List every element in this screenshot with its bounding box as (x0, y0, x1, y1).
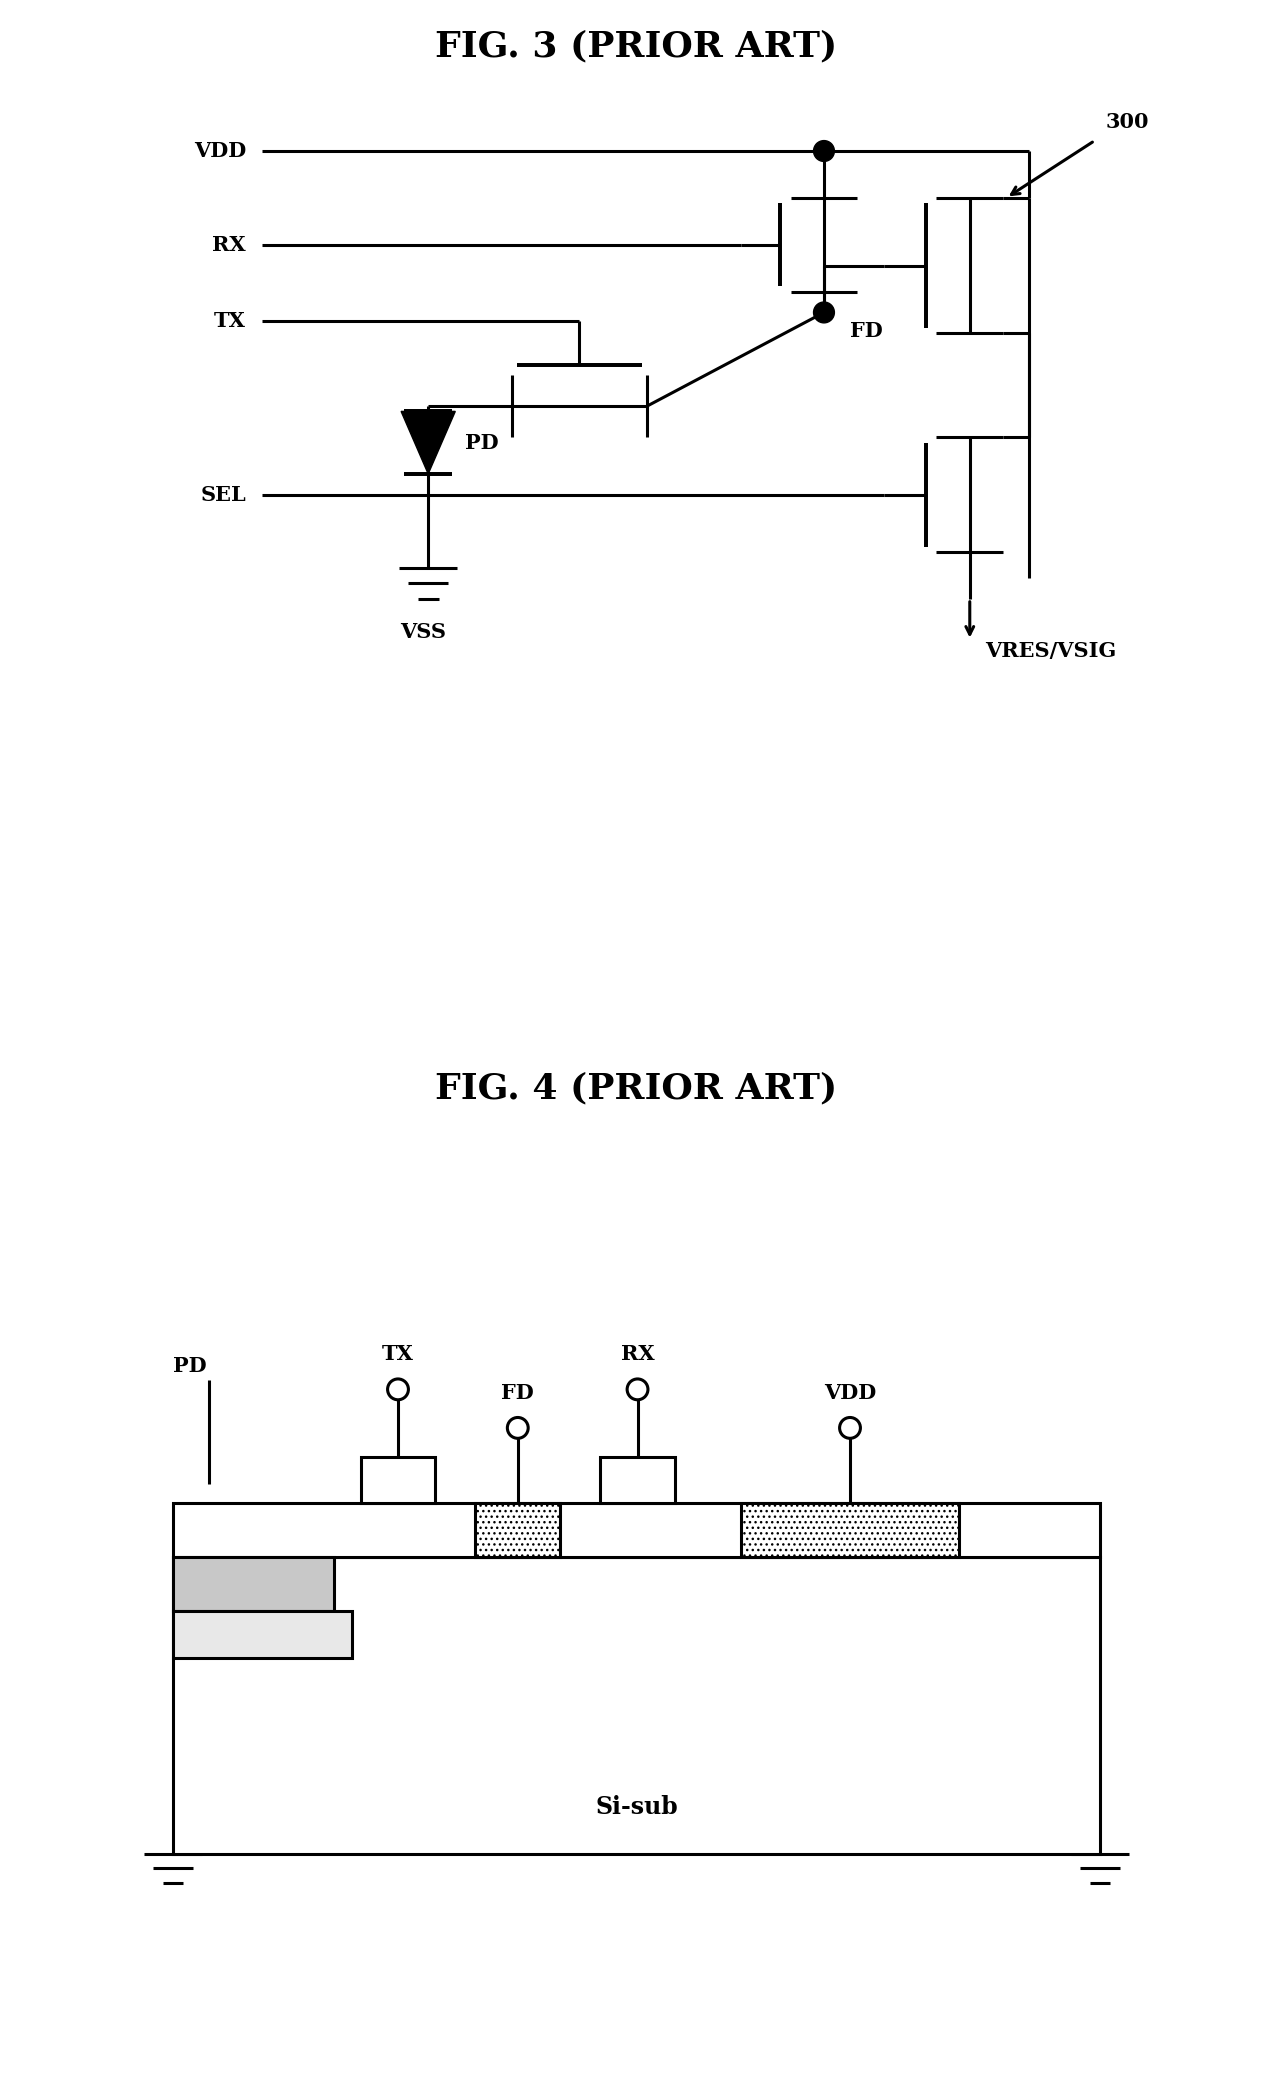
Text: VDD: VDD (824, 1383, 876, 1404)
Polygon shape (401, 412, 456, 475)
Text: VSS: VSS (400, 621, 446, 642)
Text: VRES/VSIG: VRES/VSIG (985, 642, 1116, 660)
Text: TX: TX (214, 310, 246, 331)
Bar (173, 1556, 335, 1612)
Bar (173, 1612, 353, 1658)
Text: SEL: SEL (200, 485, 246, 504)
Text: TX: TX (382, 1344, 414, 1364)
Text: RX: RX (621, 1344, 654, 1364)
Bar (173, 1556, 1100, 1854)
Text: FIG. 4 (PRIOR ART): FIG. 4 (PRIOR ART) (435, 1071, 838, 1106)
Text: FD: FD (850, 321, 882, 342)
Text: P: P (206, 1575, 219, 1593)
Bar (475, 1504, 560, 1556)
Text: 300: 300 (1105, 112, 1148, 133)
Bar (600, 1458, 675, 1504)
Text: PD: PD (173, 1356, 206, 1375)
Bar (360, 1458, 435, 1504)
Text: FIG. 3 (PRIOR ART): FIG. 3 (PRIOR ART) (435, 29, 838, 65)
Circle shape (813, 142, 834, 162)
Circle shape (813, 302, 834, 323)
Bar (173, 1504, 1100, 1556)
Bar (741, 1504, 960, 1556)
Text: Si-sub: Si-sub (594, 1796, 679, 1818)
Text: N: N (216, 1625, 233, 1643)
Text: RX: RX (213, 235, 246, 254)
Text: FD: FD (502, 1383, 535, 1404)
Text: VDD: VDD (193, 142, 246, 160)
Text: PD: PD (465, 433, 498, 452)
